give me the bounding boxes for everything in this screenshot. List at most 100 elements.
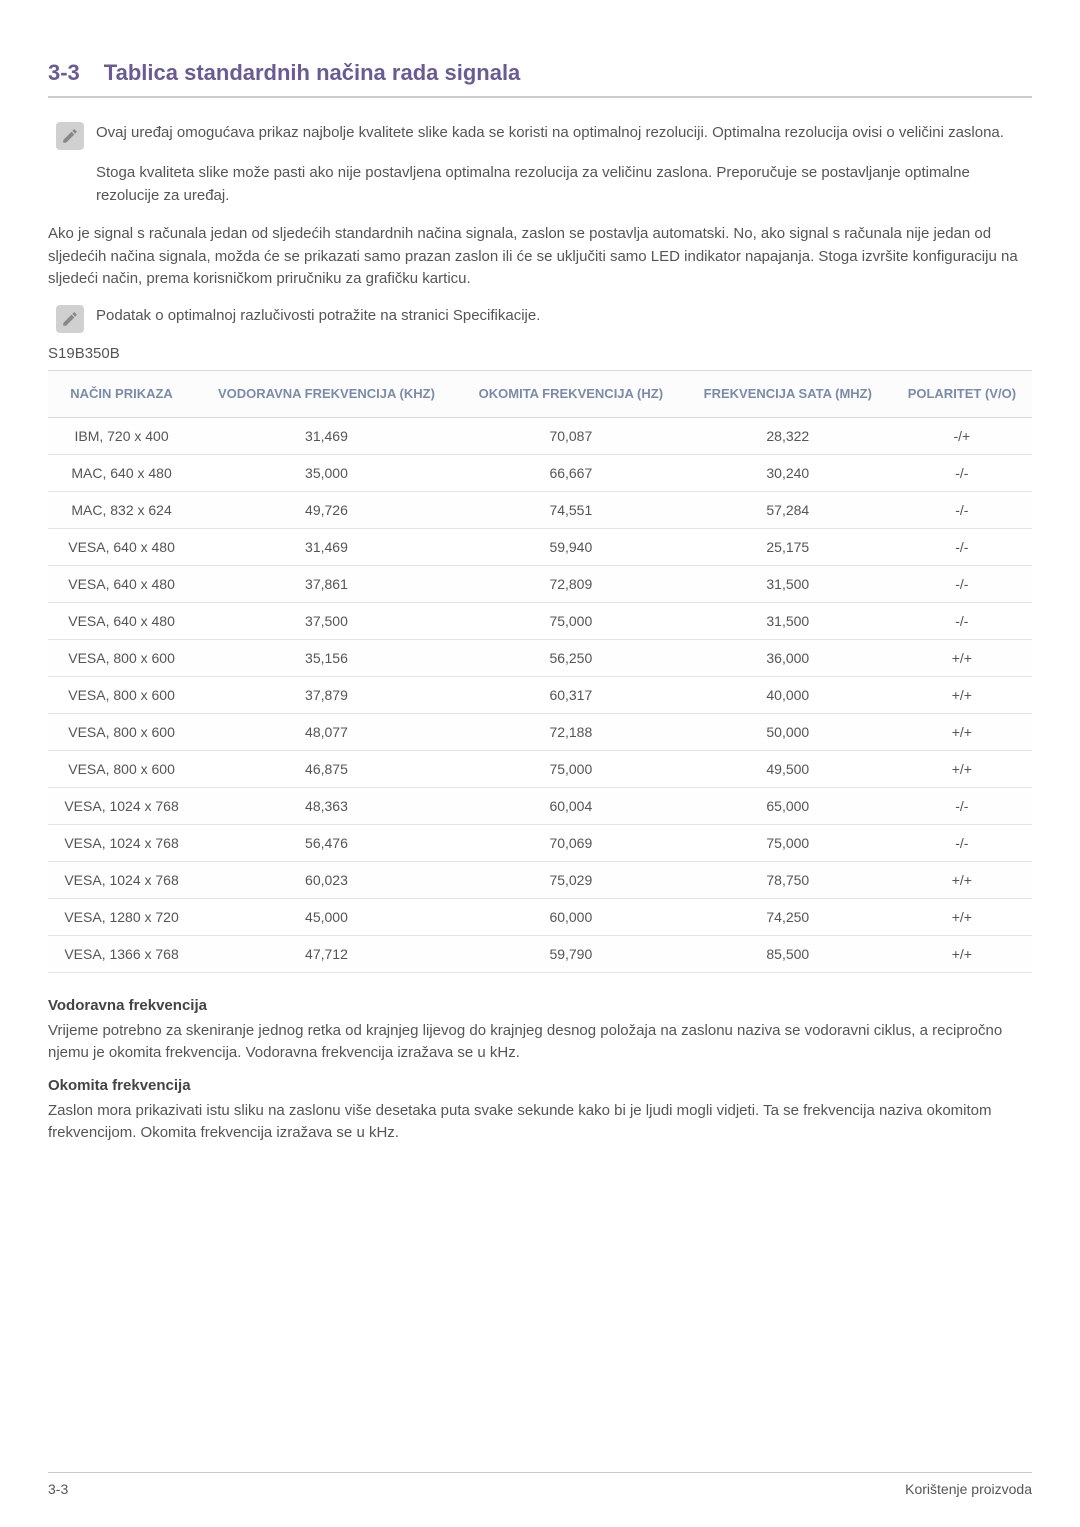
table-cell: VESA, 1024 x 768 bbox=[48, 787, 195, 824]
table-row: VESA, 640 x 48031,46959,94025,175-/- bbox=[48, 528, 1032, 565]
col-mode: NAČIN PRIKAZA bbox=[48, 370, 195, 417]
table-cell: 35,156 bbox=[195, 639, 458, 676]
hfreq-title: Vodoravna frekvencija bbox=[48, 997, 1032, 1014]
table-cell: 35,000 bbox=[195, 454, 458, 491]
table-row: VESA, 800 x 60035,15656,25036,000+/+ bbox=[48, 639, 1032, 676]
table-cell: +/+ bbox=[892, 861, 1032, 898]
table-row: VESA, 1024 x 76848,36360,00465,000-/- bbox=[48, 787, 1032, 824]
table-cell: -/- bbox=[892, 602, 1032, 639]
table-cell: +/+ bbox=[892, 676, 1032, 713]
table-cell: +/+ bbox=[892, 750, 1032, 787]
table-cell: MAC, 832 x 624 bbox=[48, 491, 195, 528]
table-cell: VESA, 1366 x 768 bbox=[48, 935, 195, 972]
table-cell: -/- bbox=[892, 787, 1032, 824]
body-paragraph: Ako je signal s računala jedan od sljede… bbox=[48, 223, 1032, 291]
table-cell: 47,712 bbox=[195, 935, 458, 972]
signal-table: NAČIN PRIKAZA VODORAVNA FREKVENCIJA (KHZ… bbox=[48, 370, 1032, 973]
table-cell: -/- bbox=[892, 565, 1032, 602]
table-cell: VESA, 1024 x 768 bbox=[48, 824, 195, 861]
table-cell: -/- bbox=[892, 528, 1032, 565]
table-cell: VESA, 800 x 600 bbox=[48, 639, 195, 676]
table-cell: 74,250 bbox=[684, 898, 892, 935]
pencil-icon bbox=[56, 122, 84, 150]
table-cell: 60,023 bbox=[195, 861, 458, 898]
section-number: 3-3 bbox=[48, 60, 80, 86]
table-cell: 66,667 bbox=[458, 454, 684, 491]
table-row: VESA, 640 x 48037,86172,80931,500-/- bbox=[48, 565, 1032, 602]
model-label: S19B350B bbox=[48, 345, 1032, 362]
table-cell: 48,077 bbox=[195, 713, 458, 750]
table-cell: 85,500 bbox=[684, 935, 892, 972]
table-cell: 31,500 bbox=[684, 602, 892, 639]
table-row: VESA, 1280 x 72045,00060,00074,250+/+ bbox=[48, 898, 1032, 935]
table-cell: 49,726 bbox=[195, 491, 458, 528]
footer-right: Korištenje proizvoda bbox=[905, 1481, 1032, 1497]
table-cell: 75,000 bbox=[458, 602, 684, 639]
table-cell: VESA, 640 x 480 bbox=[48, 565, 195, 602]
vfreq-text: Zaslon mora prikazivati istu sliku na za… bbox=[48, 1100, 1032, 1145]
table-cell: 75,000 bbox=[458, 750, 684, 787]
table-cell: 72,809 bbox=[458, 565, 684, 602]
table-cell: 36,000 bbox=[684, 639, 892, 676]
table-cell: 74,551 bbox=[458, 491, 684, 528]
table-cell: MAC, 640 x 480 bbox=[48, 454, 195, 491]
section-header: 3-3 Tablica standardnih načina rada sign… bbox=[48, 60, 1032, 98]
table-cell: VESA, 800 x 600 bbox=[48, 676, 195, 713]
table-cell: +/+ bbox=[892, 935, 1032, 972]
table-cell: VESA, 800 x 600 bbox=[48, 713, 195, 750]
table-row: VESA, 800 x 60046,87575,00049,500+/+ bbox=[48, 750, 1032, 787]
table-row: VESA, 640 x 48037,50075,00031,500-/- bbox=[48, 602, 1032, 639]
table-row: VESA, 800 x 60037,87960,31740,000+/+ bbox=[48, 676, 1032, 713]
note-block-1: Ovaj uređaj omogućava prikaz najbolje kv… bbox=[56, 122, 1032, 150]
table-row: VESA, 1024 x 76860,02375,02978,750+/+ bbox=[48, 861, 1032, 898]
table-cell: 60,004 bbox=[458, 787, 684, 824]
table-row: MAC, 640 x 48035,00066,66730,240-/- bbox=[48, 454, 1032, 491]
table-cell: 59,940 bbox=[458, 528, 684, 565]
table-row: VESA, 1024 x 76856,47670,06975,000-/- bbox=[48, 824, 1032, 861]
table-cell: +/+ bbox=[892, 898, 1032, 935]
table-cell: 31,469 bbox=[195, 528, 458, 565]
table-row: VESA, 800 x 60048,07772,18850,000+/+ bbox=[48, 713, 1032, 750]
col-vfreq: OKOMITA FREKVENCIJA (HZ) bbox=[458, 370, 684, 417]
table-cell: 31,469 bbox=[195, 417, 458, 454]
page-footer: 3-3 Korištenje proizvoda bbox=[48, 1472, 1032, 1497]
section-title: Tablica standardnih načina rada signala bbox=[104, 60, 521, 86]
hfreq-text: Vrijeme potrebno za skeniranje jednog re… bbox=[48, 1020, 1032, 1065]
table-cell: 75,000 bbox=[684, 824, 892, 861]
table-cell: 37,879 bbox=[195, 676, 458, 713]
table-cell: 56,476 bbox=[195, 824, 458, 861]
table-cell: 45,000 bbox=[195, 898, 458, 935]
table-cell: 31,500 bbox=[684, 565, 892, 602]
note-block-2: Podatak o optimalnoj razlučivosti potraž… bbox=[56, 305, 1032, 333]
table-cell: -/- bbox=[892, 454, 1032, 491]
table-cell: VESA, 640 x 480 bbox=[48, 602, 195, 639]
table-cell: 37,500 bbox=[195, 602, 458, 639]
table-cell: 40,000 bbox=[684, 676, 892, 713]
table-cell: 59,790 bbox=[458, 935, 684, 972]
col-polarity: POLARITET (V/O) bbox=[892, 370, 1032, 417]
table-cell: 57,284 bbox=[684, 491, 892, 528]
table-cell: +/+ bbox=[892, 639, 1032, 676]
table-row: IBM, 720 x 40031,46970,08728,322-/+ bbox=[48, 417, 1032, 454]
table-cell: 72,188 bbox=[458, 713, 684, 750]
table-cell: 60,317 bbox=[458, 676, 684, 713]
table-cell: IBM, 720 x 400 bbox=[48, 417, 195, 454]
vfreq-title: Okomita frekvencija bbox=[48, 1077, 1032, 1094]
table-cell: 65,000 bbox=[684, 787, 892, 824]
table-cell: 70,069 bbox=[458, 824, 684, 861]
table-cell: 75,029 bbox=[458, 861, 684, 898]
table-cell: 25,175 bbox=[684, 528, 892, 565]
table-cell: 46,875 bbox=[195, 750, 458, 787]
note-text-1: Ovaj uređaj omogućava prikaz najbolje kv… bbox=[96, 122, 1004, 150]
table-cell: 50,000 bbox=[684, 713, 892, 750]
table-cell: +/+ bbox=[892, 713, 1032, 750]
table-cell: 78,750 bbox=[684, 861, 892, 898]
table-header-row: NAČIN PRIKAZA VODORAVNA FREKVENCIJA (KHZ… bbox=[48, 370, 1032, 417]
table-row: VESA, 1366 x 76847,71259,79085,500+/+ bbox=[48, 935, 1032, 972]
table-cell: -/- bbox=[892, 824, 1032, 861]
footer-left: 3-3 bbox=[48, 1481, 68, 1497]
table-cell: 48,363 bbox=[195, 787, 458, 824]
table-cell: VESA, 640 x 480 bbox=[48, 528, 195, 565]
table-cell: VESA, 1024 x 768 bbox=[48, 861, 195, 898]
table-cell: 56,250 bbox=[458, 639, 684, 676]
